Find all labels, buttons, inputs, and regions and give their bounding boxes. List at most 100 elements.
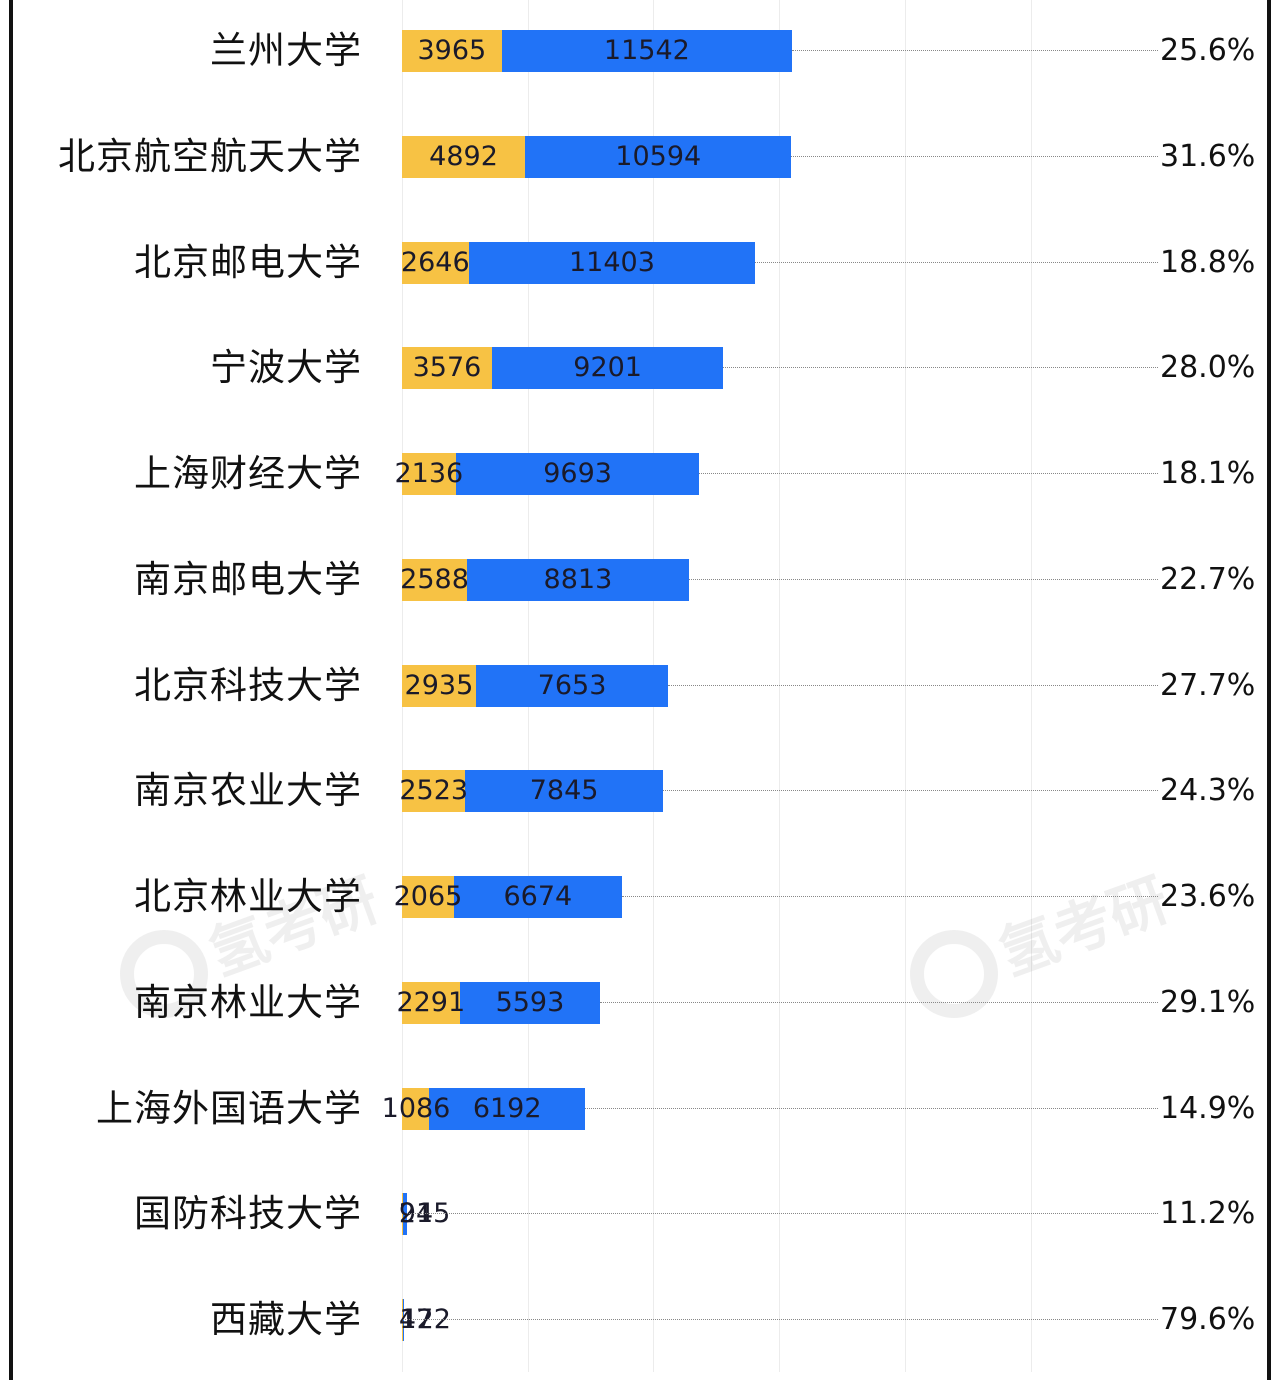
bar-row: 南京农业大学 2523 7845 24.3% <box>0 769 1280 813</box>
value-label-blue: 6674 <box>503 881 573 912</box>
value-label-blue: 11403 <box>568 246 655 278</box>
leader-line <box>791 155 1158 157</box>
leader-line <box>585 1107 1158 1109</box>
value-label-yellow: 3965 <box>417 35 487 66</box>
bar-segment-blue <box>429 1087 586 1130</box>
category-label: 南京农业大学 <box>134 769 362 813</box>
value-label-yellow: 1086 <box>381 1092 451 1124</box>
bar-segment-yellow <box>402 981 460 1024</box>
value-label-blue: 915 <box>398 1198 451 1230</box>
bar-segment-blue <box>501 30 792 72</box>
bar-segment-blue <box>467 558 689 601</box>
category-label: 西藏大学 <box>210 1298 362 1341</box>
percent-label: 28.0% <box>1160 350 1256 386</box>
percent-label: 14.9% <box>1160 1090 1256 1126</box>
leader-line <box>403 1319 1158 1320</box>
bar-segment-yellow <box>402 241 469 284</box>
bar-segment-blue <box>455 453 700 495</box>
bar-segment-blue <box>453 876 622 918</box>
bar-segment-blue <box>525 135 792 178</box>
category-label: 北京科技大学 <box>134 663 362 707</box>
value-label-yellow: 3576 <box>412 352 482 384</box>
value-label-yellow: 2065 <box>393 881 463 912</box>
value-label-yellow: 4892 <box>429 140 498 172</box>
bar-segment-blue <box>491 347 724 390</box>
bar-row: 北京林业大学 2065 6674 23.6% <box>0 875 1280 918</box>
category-label: 上海外国语大学 <box>96 1086 362 1130</box>
bar-segment-yellow <box>402 558 468 601</box>
leader-line <box>792 50 1158 51</box>
category-label: 南京林业大学 <box>134 980 362 1024</box>
value-label-blue: 11542 <box>603 35 690 66</box>
image-border-right <box>1267 0 1271 1380</box>
percent-label: 79.6% <box>1160 1302 1256 1337</box>
bar-row: 上海财经大学 2136 9693 18.1% <box>0 452 1280 495</box>
image-border-left <box>9 0 13 1380</box>
bar-segment-blue <box>468 241 756 284</box>
bar-segment-blue <box>459 981 601 1024</box>
leader-line <box>699 473 1158 474</box>
bar-row: 上海外国语大学 1086 6192 14.9% <box>0 1087 1280 1130</box>
bar-row: 兰州大学 3965 11542 25.6% <box>0 29 1280 72</box>
value-label-blue: 7845 <box>529 775 599 807</box>
value-label-yellow: 2136 <box>394 458 464 489</box>
leader-line <box>621 896 1158 897</box>
value-label-blue: 9693 <box>543 458 612 489</box>
value-label-yellow: 2935 <box>404 669 474 701</box>
percent-label: 22.7% <box>1160 561 1256 597</box>
percent-label: 18.8% <box>1160 244 1256 280</box>
leader-line <box>668 684 1158 686</box>
value-label-blue: 5593 <box>495 986 565 1018</box>
percent-label: 24.3% <box>1160 773 1256 809</box>
bar-segment-yellow <box>402 30 502 72</box>
leader-line <box>407 1213 1158 1215</box>
bar-segment-blue <box>475 664 669 707</box>
gridline <box>904 0 906 1372</box>
bar-row: 南京邮电大学 2588 8813 22.7% <box>0 558 1280 601</box>
bar-row: 北京邮电大学 2646 11403 18.8% <box>0 241 1280 284</box>
bar-row: 国防科技大学 24 915 11.2% <box>0 1192 1280 1236</box>
bar-segment-yellow <box>402 1087 430 1130</box>
category-label: 上海财经大学 <box>134 452 362 495</box>
bar-segment-yellow <box>402 770 466 813</box>
bar-segment-yellow <box>402 135 526 178</box>
category-label: 宁波大学 <box>210 346 362 390</box>
bar-segment-blue <box>465 770 663 813</box>
category-label: 兰州大学 <box>210 29 362 72</box>
category-label: 南京邮电大学 <box>134 557 362 601</box>
percent-label: 31.6% <box>1160 138 1256 174</box>
bar-row: 西藏大学 47 122 79.6% <box>0 1298 1280 1341</box>
bar-segment-yellow <box>402 453 456 495</box>
category-label: 北京航空航天大学 <box>58 134 362 178</box>
gridline <box>1030 0 1032 1372</box>
value-label-yellow: 2588 <box>400 563 469 595</box>
percent-label: 27.7% <box>1160 667 1256 703</box>
category-label: 北京邮电大学 <box>134 240 362 284</box>
leader-line <box>688 578 1158 580</box>
value-label-blue: 7653 <box>537 669 607 701</box>
value-label-blue: 8813 <box>543 563 613 595</box>
bar-segment-blue <box>402 1193 408 1236</box>
value-label-yellow: 2291 <box>396 986 466 1018</box>
percent-label: 18.1% <box>1160 456 1256 491</box>
value-label-yellow: 2646 <box>400 246 470 278</box>
bar-row: 宁波大学 3576 9201 28.0% <box>0 346 1280 390</box>
bar-segment-yellow <box>402 1193 403 1236</box>
bar-segment-yellow <box>402 664 476 707</box>
leader-line <box>723 367 1158 369</box>
leader-line <box>755 261 1158 263</box>
bar-row: 北京科技大学 2935 7653 27.7% <box>0 664 1280 707</box>
value-label-blue: 6192 <box>472 1092 542 1124</box>
bar-segment-yellow <box>402 1299 404 1341</box>
gridline <box>779 0 781 1372</box>
bar-segment-yellow <box>402 347 492 390</box>
bar-segment-yellow <box>402 876 454 918</box>
bar-row: 北京航空航天大学 4892 10594 31.6% <box>0 135 1280 178</box>
watermark-text: 氢考研 <box>990 864 1178 989</box>
value-label-blue: 122 <box>399 1304 451 1335</box>
value-label-yellow: 2523 <box>399 775 469 807</box>
category-label: 北京林业大学 <box>134 875 362 918</box>
category-label: 国防科技大学 <box>134 1192 362 1236</box>
bar-row: 南京林业大学 2291 5593 29.1% <box>0 981 1280 1024</box>
percent-label: 11.2% <box>1160 1196 1256 1232</box>
